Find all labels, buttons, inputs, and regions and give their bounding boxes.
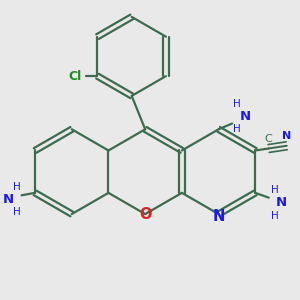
Text: C: C: [265, 134, 272, 144]
Text: N: N: [276, 196, 287, 209]
Text: N: N: [212, 209, 225, 224]
Text: H: H: [14, 207, 21, 217]
Text: N: N: [3, 193, 14, 206]
Text: H: H: [14, 182, 21, 192]
Text: H: H: [232, 99, 240, 109]
Text: O: O: [139, 207, 152, 222]
Text: Cl: Cl: [68, 70, 82, 83]
Text: H: H: [232, 124, 240, 134]
Text: N: N: [282, 131, 291, 141]
Text: H: H: [271, 211, 278, 220]
Text: H: H: [271, 185, 278, 195]
Text: N: N: [239, 110, 250, 123]
